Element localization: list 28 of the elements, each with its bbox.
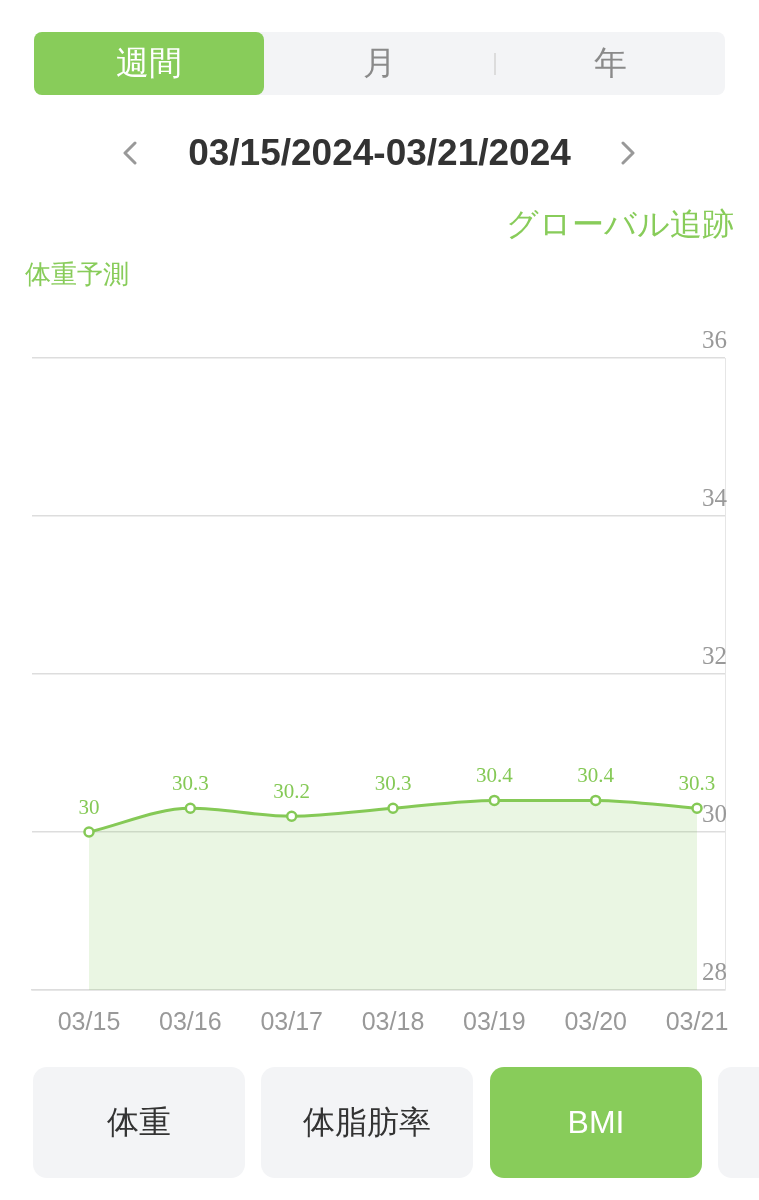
x-tick-label: 03/15: [57, 1006, 121, 1035]
chart-title: 03/15/2024-03/21/2024: [188, 132, 571, 174]
text: 月: [363, 43, 396, 83]
button: 体重: [33, 1067, 245, 1178]
data-label: 30: [78, 795, 100, 820]
data-label: 30.4: [577, 763, 615, 788]
x-tick-label: 03/17: [260, 1006, 323, 1035]
x-tick-label: 03/21: [665, 1006, 729, 1035]
data-label: 30.2: [273, 779, 311, 804]
y-tick-label: 32: [702, 641, 727, 669]
text: グローバル追跡: [506, 205, 734, 244]
x-tick-label: 03/16: [159, 1006, 222, 1035]
y-tick-label: 30: [702, 799, 727, 827]
y-tick-label: 28: [702, 957, 727, 985]
y-tick-label: 36: [702, 325, 727, 353]
data-label: 30.3: [678, 771, 716, 796]
text: 体重予測: [25, 257, 129, 291]
data-label: 30.3: [171, 771, 209, 796]
x-tick-label: 03/18: [361, 1006, 425, 1035]
data-label: 30.4: [475, 763, 514, 788]
data-label: 30.3: [374, 771, 412, 796]
tab: 週間: [34, 32, 264, 95]
text: 年: [593, 43, 627, 83]
button: 体脂肪率: [261, 1067, 473, 1178]
button: BMI: [490, 1067, 702, 1178]
x-tick-label: 03/20: [564, 1006, 627, 1035]
x-tick-label: 03/19: [463, 1006, 526, 1035]
y-tick-label: 34: [702, 483, 728, 511]
